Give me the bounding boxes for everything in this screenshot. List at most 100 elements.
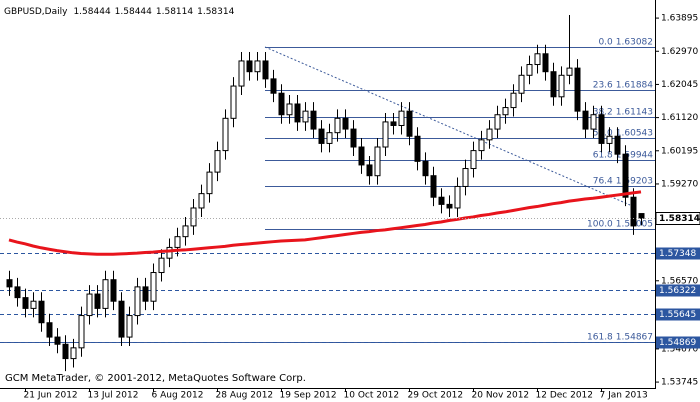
candle-body — [246, 60, 253, 73]
candle-body — [470, 150, 477, 170]
candle-body — [366, 164, 373, 177]
y-tick-label: 1.60195 — [661, 146, 698, 156]
candle-body — [134, 286, 141, 317]
x-tick-label: 21 Jun 2012 — [24, 391, 78, 401]
x-tick-label: 7 Jan 2013 — [600, 391, 648, 401]
marks: 1.63895 1.62970 1.62045 1.61120 1.60195 1.592… — [0, 14, 700, 401]
candle-body — [630, 196, 637, 227]
candle-body — [534, 53, 541, 66]
candle-body — [550, 71, 557, 98]
x-tick-label: 29 Oct 2012 — [408, 391, 464, 401]
fib-ratio: 100.0 — [587, 219, 613, 229]
candle-body — [214, 150, 221, 173]
fib-price: 1.59203 — [616, 176, 653, 186]
candle-body — [190, 207, 197, 227]
fib-label: 161.8 1.54867 — [587, 332, 653, 342]
candle-body — [414, 135, 421, 162]
candle-body — [86, 293, 93, 317]
candle-body — [614, 135, 621, 155]
fib-ratio: 76.4 — [593, 176, 613, 186]
candle-body — [406, 110, 413, 137]
price-level-label: 1.56322 — [659, 286, 696, 296]
candle-body — [54, 336, 61, 345]
candle-body — [294, 103, 301, 123]
candle-body — [462, 168, 469, 187]
candle-body — [446, 203, 453, 209]
candle-body — [390, 121, 397, 126]
candle-body — [622, 153, 629, 198]
price-level-label: 1.54869 — [659, 338, 696, 348]
fib-label: 100.01.58005 — [587, 219, 653, 229]
candle-body — [302, 110, 309, 123]
candle-body — [598, 114, 605, 144]
fib-price: 1.60543 — [616, 128, 653, 138]
candle-body — [638, 213, 645, 219]
fib-ratio: 23.6 — [593, 80, 613, 90]
candle-body — [566, 67, 573, 76]
candle-body — [230, 85, 237, 119]
y-tick-label: 1.56570 — [661, 276, 698, 286]
chart-title: GBPUSD,Daily 1.58444 1.58444 1.58114 1.58314 — [4, 7, 235, 17]
candle-body — [254, 60, 261, 73]
price-level-box — [656, 247, 700, 260]
candle-body — [70, 347, 77, 360]
x-tick-label: 28 Aug 2012 — [216, 391, 274, 401]
y-tick-label: 1.62970 — [661, 47, 698, 57]
fib-ratio: 61.8 — [593, 150, 613, 160]
x-tick-label: 10 Oct 2012 — [344, 391, 400, 401]
candle-body — [478, 139, 485, 152]
candle-body — [270, 78, 277, 94]
candle-body — [142, 286, 149, 302]
price-level-label: 1.57348 — [659, 249, 696, 259]
x-tick-label: 19 Sep 2012 — [280, 391, 337, 401]
candle-body — [558, 74, 565, 98]
current-price-label: 1.58314 — [659, 214, 700, 224]
candle-body — [430, 175, 437, 198]
fib-label: 38.2 1.61143 — [593, 107, 653, 117]
candle-body — [358, 146, 365, 166]
candle-body — [102, 279, 109, 309]
x-tick-label: 13 Jul 2012 — [88, 391, 139, 401]
candle-body — [486, 128, 493, 141]
candle-body — [606, 135, 613, 144]
candle-body — [278, 92, 285, 116]
y-tick-label: 1.54670 — [661, 344, 698, 354]
fib-ratio: 38.2 — [593, 107, 613, 117]
candle-body — [334, 117, 341, 134]
moving-average — [8, 190, 642, 256]
candle-body — [262, 60, 269, 80]
candle-body — [494, 114, 501, 130]
price-level-label: 1.55645 — [659, 310, 696, 320]
candle-body — [158, 257, 165, 274]
candle-body — [182, 225, 189, 238]
candle-body — [510, 92, 517, 109]
candle-body — [238, 60, 245, 87]
price-level-box — [656, 284, 700, 297]
open: 1.58444 — [73, 7, 110, 17]
candle-body — [150, 272, 157, 302]
fib-label: 76.4 1.59203 — [593, 176, 653, 186]
candle-body — [382, 121, 389, 148]
fib-ratio: 0.0 — [598, 37, 613, 47]
candle-body — [318, 128, 325, 144]
candle-body — [22, 297, 29, 309]
candle-body — [590, 114, 597, 130]
low: 1.58114 — [156, 7, 193, 17]
price-level-box — [656, 308, 700, 321]
candle-body — [198, 193, 205, 209]
candle-body — [422, 160, 429, 177]
y-tick-label: 1.59270 — [661, 179, 698, 189]
candle-body — [374, 146, 381, 177]
candle-body — [398, 110, 405, 126]
candle-body — [38, 300, 45, 324]
candle-body — [126, 315, 133, 338]
candle-body — [174, 236, 181, 248]
candle-body — [502, 107, 509, 116]
candle-body — [110, 279, 117, 302]
fib-price: 1.61143 — [616, 107, 653, 117]
close: 1.58314 — [197, 7, 234, 17]
candle-body — [286, 103, 293, 116]
